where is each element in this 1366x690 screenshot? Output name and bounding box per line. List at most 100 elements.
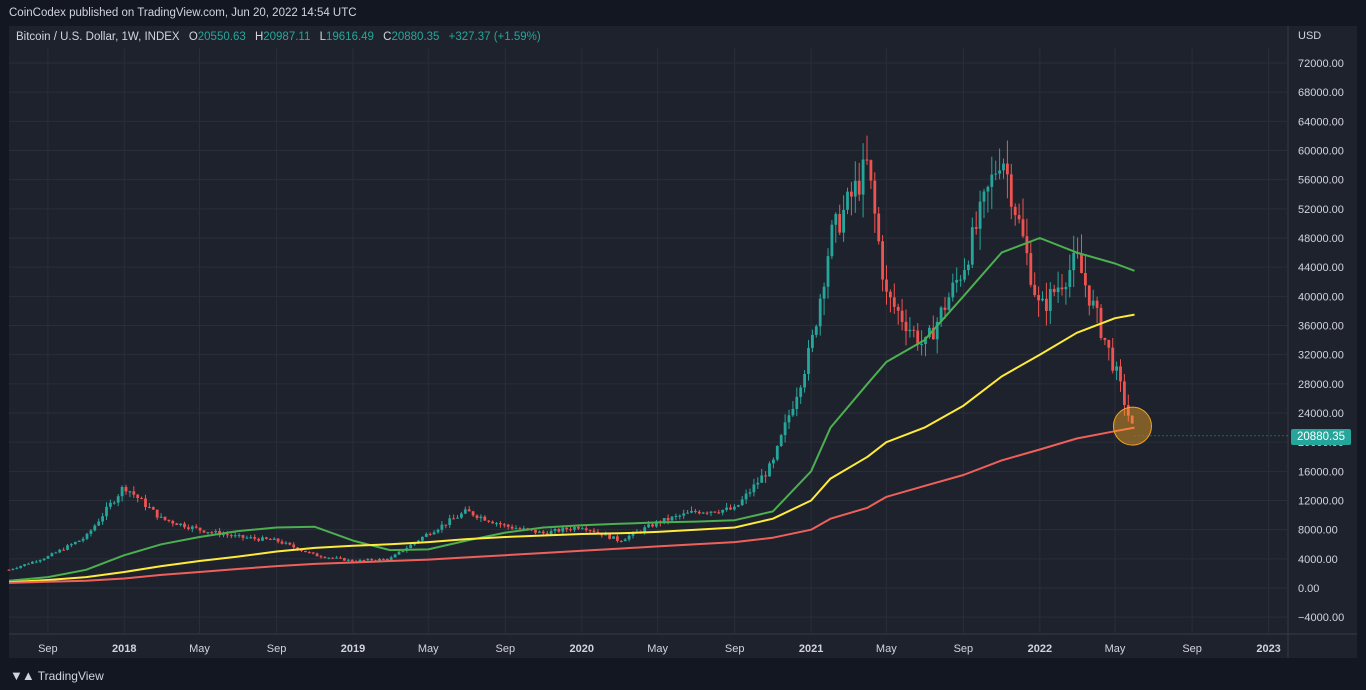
candle-body: [885, 279, 888, 292]
candle-body: [249, 537, 253, 539]
candle-body: [261, 537, 264, 541]
candle-body: [818, 298, 822, 327]
candle-body: [643, 527, 647, 533]
chart-pane[interactable]: [9, 26, 1357, 658]
candle-body: [592, 530, 596, 532]
price-tick-label: 52000.00: [1298, 204, 1344, 216]
candle-body: [159, 516, 163, 518]
candle-body: [1126, 404, 1130, 416]
open-value: 20550.63: [197, 31, 246, 43]
candle-body: [331, 557, 335, 559]
candle-body: [655, 521, 658, 527]
candle-body: [444, 524, 448, 526]
candle-body: [1084, 273, 1087, 286]
candle-body: [499, 523, 502, 525]
candle-body: [319, 556, 323, 558]
time-tick-label: Sep: [267, 643, 287, 655]
time-tick-label: 2022: [1028, 643, 1052, 655]
candle-body: [514, 528, 518, 530]
candle-body: [210, 532, 214, 534]
candle-body: [112, 502, 116, 504]
price-tick-label: 60000.00: [1298, 146, 1344, 158]
candle-body: [85, 533, 89, 539]
footer: [0, 660, 1366, 690]
candle-body: [588, 530, 592, 532]
candle-body: [1052, 288, 1056, 293]
candle-body: [502, 524, 506, 526]
candle-body: [557, 529, 561, 532]
high-label: H: [254, 31, 264, 43]
candle-body: [951, 282, 955, 298]
candle-body: [647, 524, 650, 528]
candle-body: [857, 180, 861, 195]
candle-body: [924, 337, 927, 345]
time-tick-label: 2023: [1256, 643, 1280, 655]
brand-name: TradingView: [37, 668, 104, 683]
price-tick-label: −4000.00: [1298, 612, 1344, 624]
candle-body: [791, 408, 795, 416]
candle-body: [1064, 287, 1068, 290]
candle-body: [990, 174, 994, 187]
high-value: 20987.11: [263, 31, 311, 43]
candle-body: [183, 523, 186, 528]
ma-red-line: [8, 426, 1135, 584]
candle-body: [651, 524, 654, 527]
candle-body: [974, 227, 978, 229]
candle-body: [257, 538, 260, 541]
candle-body: [1080, 254, 1083, 274]
candle-body: [725, 507, 728, 510]
candle-body: [701, 512, 705, 514]
tradingview-logo[interactable]: ▼▲ TradingView: [10, 668, 104, 683]
candle-body: [339, 557, 342, 559]
candle-body: [456, 517, 459, 519]
candle-body: [1033, 284, 1037, 296]
candle-body: [779, 435, 783, 446]
candle-body: [237, 535, 241, 537]
candle-body: [81, 538, 85, 541]
candle-body: [155, 509, 159, 518]
candle-body: [709, 511, 713, 513]
candle-body: [417, 540, 420, 543]
candle-body: [167, 519, 171, 521]
candle-body: [846, 191, 849, 210]
candle-body: [740, 499, 744, 506]
candle-body: [916, 330, 920, 345]
candle-body: [1095, 300, 1099, 308]
candle-body: [440, 524, 444, 530]
candle-body: [830, 224, 834, 257]
time-axis: Sep 2018 May Sep 2019 May Sep 2020 May Sep 2021 May…: [38, 643, 1281, 655]
candle-body: [366, 559, 370, 561]
candle-body: [998, 170, 1001, 174]
candle-body: [1029, 253, 1033, 285]
chart-grid: [9, 26, 1357, 658]
candle-body: [1009, 174, 1013, 207]
publish-bar: CoinCodex published on TradingView.com, …: [0, 0, 1366, 26]
candle-body: [545, 533, 549, 535]
price-tick-label: 48000.00: [1298, 233, 1344, 245]
candle-body: [616, 536, 619, 541]
candle-body: [1068, 270, 1072, 288]
candle-body: [573, 526, 576, 530]
candle-body: [678, 515, 682, 517]
candle-body: [42, 558, 46, 561]
candle-body: [452, 518, 455, 520]
candle-body: [343, 558, 346, 561]
candle-body: [428, 533, 432, 535]
time-tick-label: May: [1105, 643, 1126, 655]
candle-body: [300, 549, 303, 551]
candle-body: [148, 507, 151, 509]
candle-body: [109, 502, 112, 507]
price-axis: USD 72000.00 68000.00 64000.00 60000.00 56000…: [1298, 30, 1344, 624]
candle-body: [842, 209, 845, 233]
candle-body: [822, 286, 826, 299]
candle-body: [350, 559, 354, 562]
price-tick-label: 4000.00: [1298, 554, 1338, 566]
candle-body: [479, 516, 483, 518]
candle-body: [553, 529, 557, 531]
candle-body: [853, 180, 857, 197]
price-tick-label: 36000.00: [1298, 321, 1344, 333]
candle-body: [662, 518, 666, 523]
candle-body: [327, 557, 331, 559]
candle-body: [448, 518, 452, 525]
